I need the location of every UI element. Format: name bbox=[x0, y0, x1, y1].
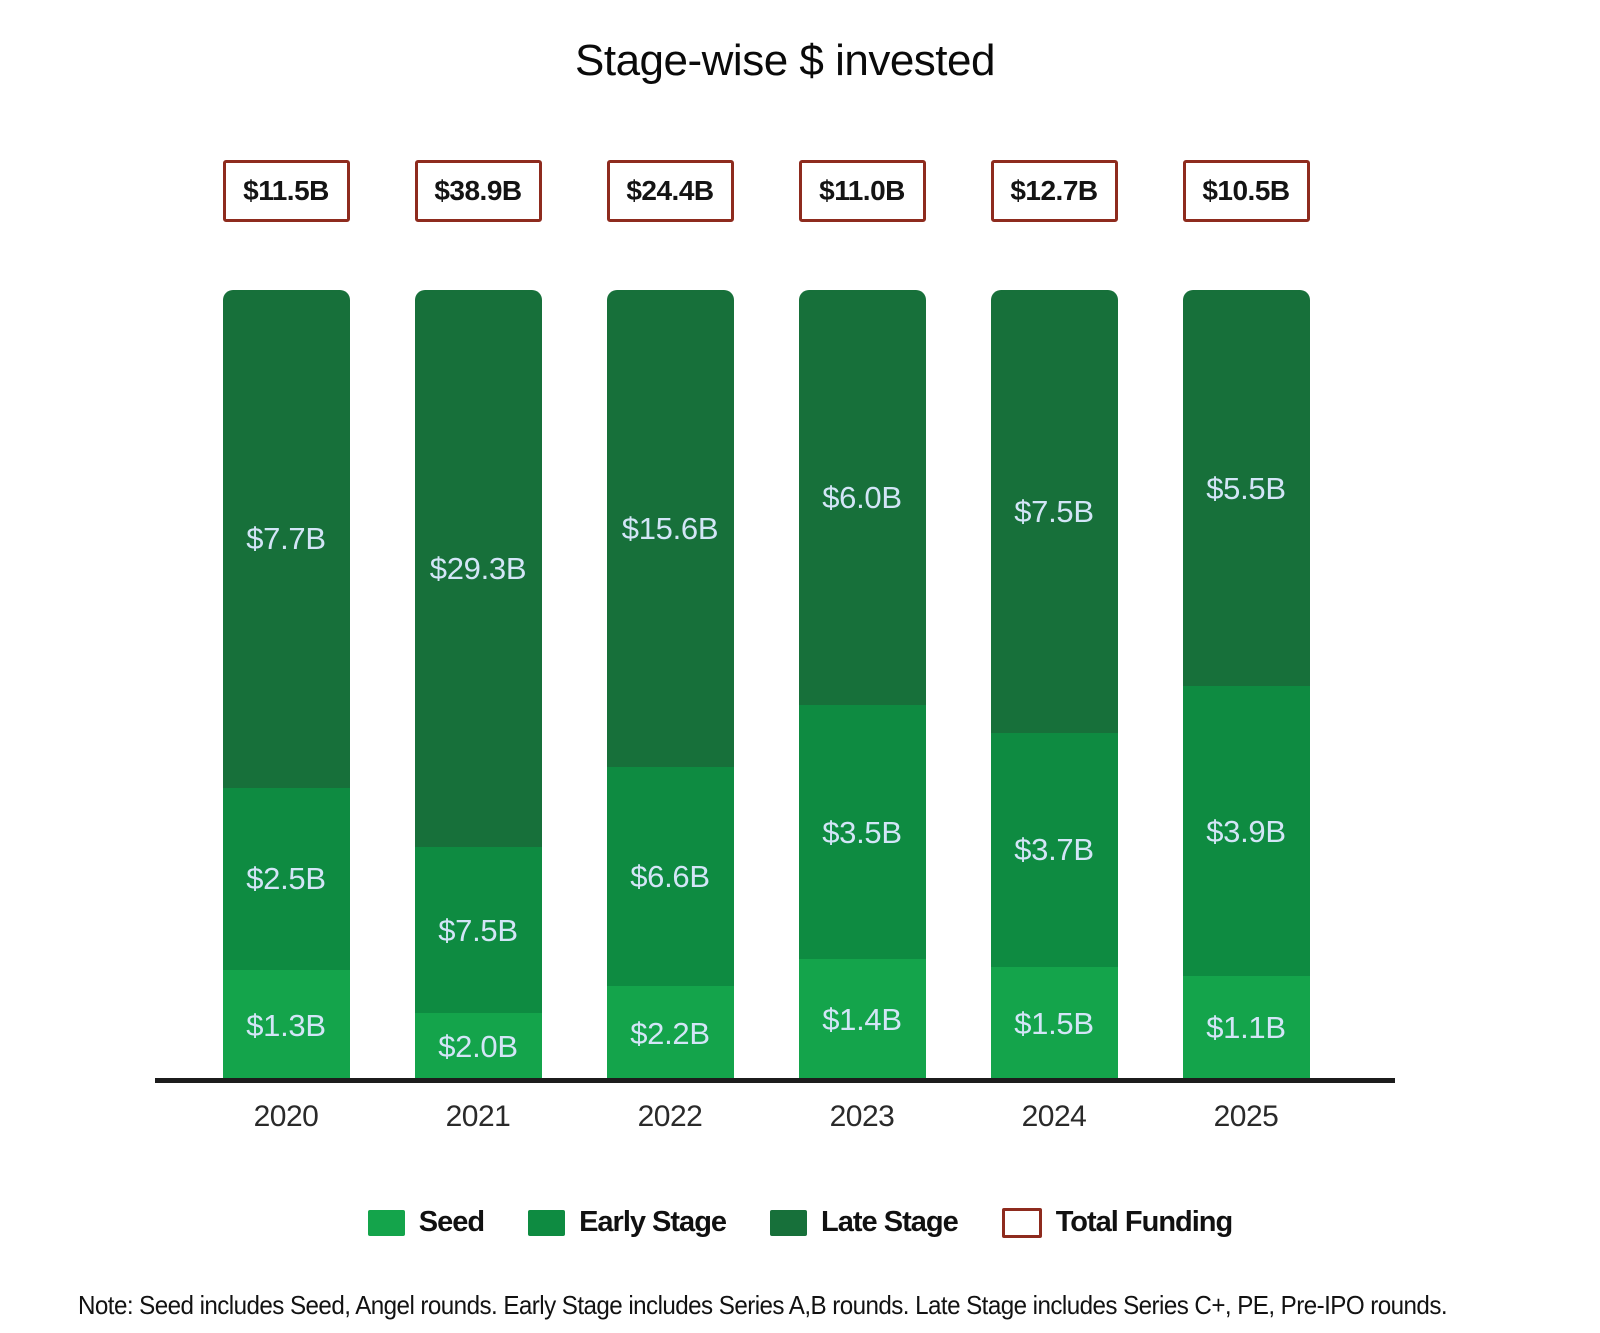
legend: Seed Early Stage Late Stage Total Funding bbox=[40, 1206, 1560, 1239]
total-funding-box: $11.5B bbox=[222, 160, 350, 222]
legend-swatch-early-stage bbox=[528, 1209, 566, 1236]
bar-column-2021: $38.9B $29.3B $7.5B $2.0B 2021 bbox=[382, 160, 574, 1134]
segment-value-label: $15.6B bbox=[621, 510, 719, 546]
bar-segment-seed: $1.5B bbox=[990, 966, 1118, 1080]
total-funding-box: $12.7B bbox=[990, 160, 1118, 222]
total-funding-value: $11.5B bbox=[243, 175, 329, 206]
segment-value-label: $6.0B bbox=[822, 479, 902, 515]
segment-value-label: $1.1B bbox=[1206, 1010, 1286, 1046]
total-funding-value: $38.9B bbox=[434, 175, 522, 206]
segment-value-label: $2.0B bbox=[438, 1029, 518, 1065]
bar-segment-seed: $1.1B bbox=[1182, 975, 1310, 1080]
bar-segment-late-stage: $7.7B bbox=[222, 290, 350, 788]
total-funding-value: $24.4B bbox=[626, 175, 714, 206]
total-funding-value: $11.0B bbox=[819, 175, 905, 206]
bar-segment-late-stage: $29.3B bbox=[414, 290, 542, 848]
bar-segment-seed: $1.3B bbox=[222, 970, 350, 1080]
footnote: Note: Seed includes Seed, Angel rounds. … bbox=[78, 1290, 1448, 1320]
stacked-bar: $5.5B $3.9B $1.1B bbox=[1182, 290, 1310, 1080]
x-axis-tick-label: 2022 bbox=[637, 1100, 703, 1133]
bar-column-2023: $11.0B $6.0B $3.5B $1.4B 2023 bbox=[766, 160, 958, 1134]
total-funding-box: $11.0B bbox=[798, 160, 926, 222]
x-axis-tick-label: 2023 bbox=[829, 1100, 895, 1133]
legend-label: Seed bbox=[418, 1206, 485, 1238]
bar-segment-seed: $1.4B bbox=[798, 959, 926, 1080]
chart-title: Stage-wise $ invested bbox=[575, 36, 995, 85]
segment-value-label: $7.7B bbox=[246, 521, 326, 557]
bar-segment-early-stage: $6.6B bbox=[606, 766, 734, 987]
bar-segment-early-stage: $7.5B bbox=[414, 847, 542, 1014]
stacked-bar: $7.7B $2.5B $1.3B bbox=[222, 290, 350, 1080]
segment-value-label: $2.5B bbox=[246, 861, 326, 897]
segment-value-label: $1.5B bbox=[1014, 1005, 1094, 1041]
bar-segment-seed: $2.2B bbox=[606, 986, 734, 1080]
legend-label: Total Funding bbox=[1055, 1206, 1234, 1238]
bar-column-2024: $12.7B $7.5B $3.7B $1.5B 2024 bbox=[958, 160, 1150, 1134]
stacked-bar: $29.3B $7.5B $2.0B bbox=[414, 290, 542, 1080]
legend-swatch-late-stage bbox=[770, 1209, 808, 1236]
segment-value-label: $1.3B bbox=[246, 1007, 326, 1043]
legend-item-late-stage: Late Stage bbox=[770, 1206, 959, 1239]
segment-value-label: $3.7B bbox=[1014, 832, 1094, 868]
legend-item-total-funding: Total Funding bbox=[1001, 1206, 1234, 1239]
bar-segment-early-stage: $3.7B bbox=[990, 732, 1118, 967]
x-axis-tick-label: 2021 bbox=[445, 1100, 511, 1133]
stacked-bar: $6.0B $3.5B $1.4B bbox=[798, 290, 926, 1080]
bar-segment-early-stage: $2.5B bbox=[222, 787, 350, 971]
segment-value-label: $1.4B bbox=[822, 1002, 902, 1038]
x-axis-line bbox=[155, 1078, 1395, 1083]
bar-column-2020: $11.5B $7.7B $2.5B $1.3B 2020 bbox=[190, 160, 382, 1134]
bar-segment-late-stage: $15.6B bbox=[606, 290, 734, 767]
segment-value-label: $7.5B bbox=[1014, 493, 1094, 529]
total-funding-value: $10.5B bbox=[1202, 175, 1290, 206]
segment-value-label: $29.3B bbox=[429, 551, 527, 587]
legend-label: Late Stage bbox=[821, 1206, 959, 1238]
total-funding-box: $24.4B bbox=[606, 160, 734, 222]
bar-segment-late-stage: $5.5B bbox=[1182, 290, 1310, 687]
bar-segment-seed: $2.0B bbox=[414, 1013, 542, 1080]
segment-value-label: $6.6B bbox=[630, 858, 710, 894]
bar-segment-late-stage: $6.0B bbox=[798, 290, 926, 705]
segment-value-label: $7.5B bbox=[438, 912, 518, 948]
stacked-bar: $7.5B $3.7B $1.5B bbox=[990, 290, 1118, 1080]
legend-item-seed: Seed bbox=[367, 1206, 485, 1239]
stacked-bar: $15.6B $6.6B $2.2B bbox=[606, 290, 734, 1080]
bar-column-2025: $10.5B $5.5B $3.9B $1.1B 2025 bbox=[1150, 160, 1342, 1134]
bar-segment-late-stage: $7.5B bbox=[990, 290, 1118, 733]
legend-label: Early Stage bbox=[579, 1206, 727, 1238]
total-funding-value: $12.7B bbox=[1010, 175, 1098, 206]
segment-value-label: $3.5B bbox=[822, 814, 902, 850]
x-axis-tick-label: 2024 bbox=[1021, 1100, 1087, 1133]
total-funding-box: $10.5B bbox=[1182, 160, 1310, 222]
segment-value-label: $2.2B bbox=[630, 1015, 710, 1051]
x-axis-tick-label: 2025 bbox=[1213, 1100, 1279, 1133]
legend-item-early-stage: Early Stage bbox=[528, 1206, 727, 1239]
bar-column-2022: $24.4B $15.6B $6.6B $2.2B 2022 bbox=[574, 160, 766, 1134]
legend-swatch-seed bbox=[367, 1209, 405, 1236]
segment-value-label: $5.5B bbox=[1206, 470, 1286, 506]
legend-swatch-total-funding bbox=[1001, 1207, 1042, 1238]
total-funding-box: $38.9B bbox=[414, 160, 542, 222]
bar-segment-early-stage: $3.5B bbox=[798, 704, 926, 960]
segment-value-label: $3.9B bbox=[1206, 813, 1286, 849]
x-axis-tick-label: 2020 bbox=[253, 1100, 319, 1133]
bar-segment-early-stage: $3.9B bbox=[1182, 686, 1310, 976]
